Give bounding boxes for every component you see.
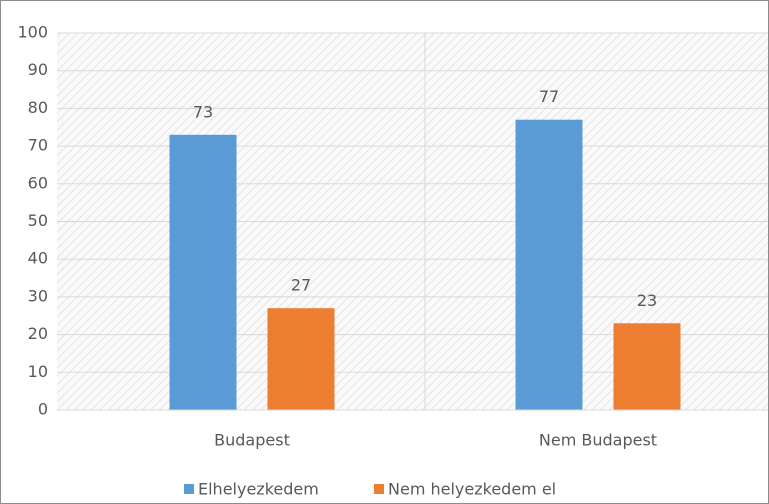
bar: [613, 323, 681, 410]
bar: [267, 308, 335, 410]
value-label: 23: [637, 291, 657, 310]
legend-label: Nem helyezkedem el: [388, 480, 556, 499]
x-tick-label: Nem Budapest: [539, 431, 657, 450]
y-tick-label: 40: [28, 249, 48, 268]
y-tick-label: 10: [28, 362, 48, 381]
y-tick-label: 90: [28, 60, 48, 79]
y-tick-label: 20: [28, 324, 48, 343]
y-tick-label: 50: [28, 211, 48, 230]
y-tick-label: 60: [28, 173, 48, 192]
y-tick-label: 30: [28, 286, 48, 305]
bar: [515, 119, 583, 411]
y-tick-label: 80: [28, 98, 48, 117]
legend-label: Elhelyezkedem: [198, 480, 319, 499]
legend-swatch: [374, 484, 384, 494]
y-tick-label: 100: [17, 23, 48, 42]
legend-swatch: [184, 484, 194, 494]
value-label: 27: [291, 276, 311, 295]
y-tick-label: 70: [28, 136, 48, 155]
value-label: 77: [539, 87, 559, 106]
value-label: 73: [193, 102, 213, 121]
x-tick-label: Budapest: [214, 431, 290, 450]
y-tick-label: 0: [38, 400, 48, 419]
bar: [169, 134, 237, 411]
